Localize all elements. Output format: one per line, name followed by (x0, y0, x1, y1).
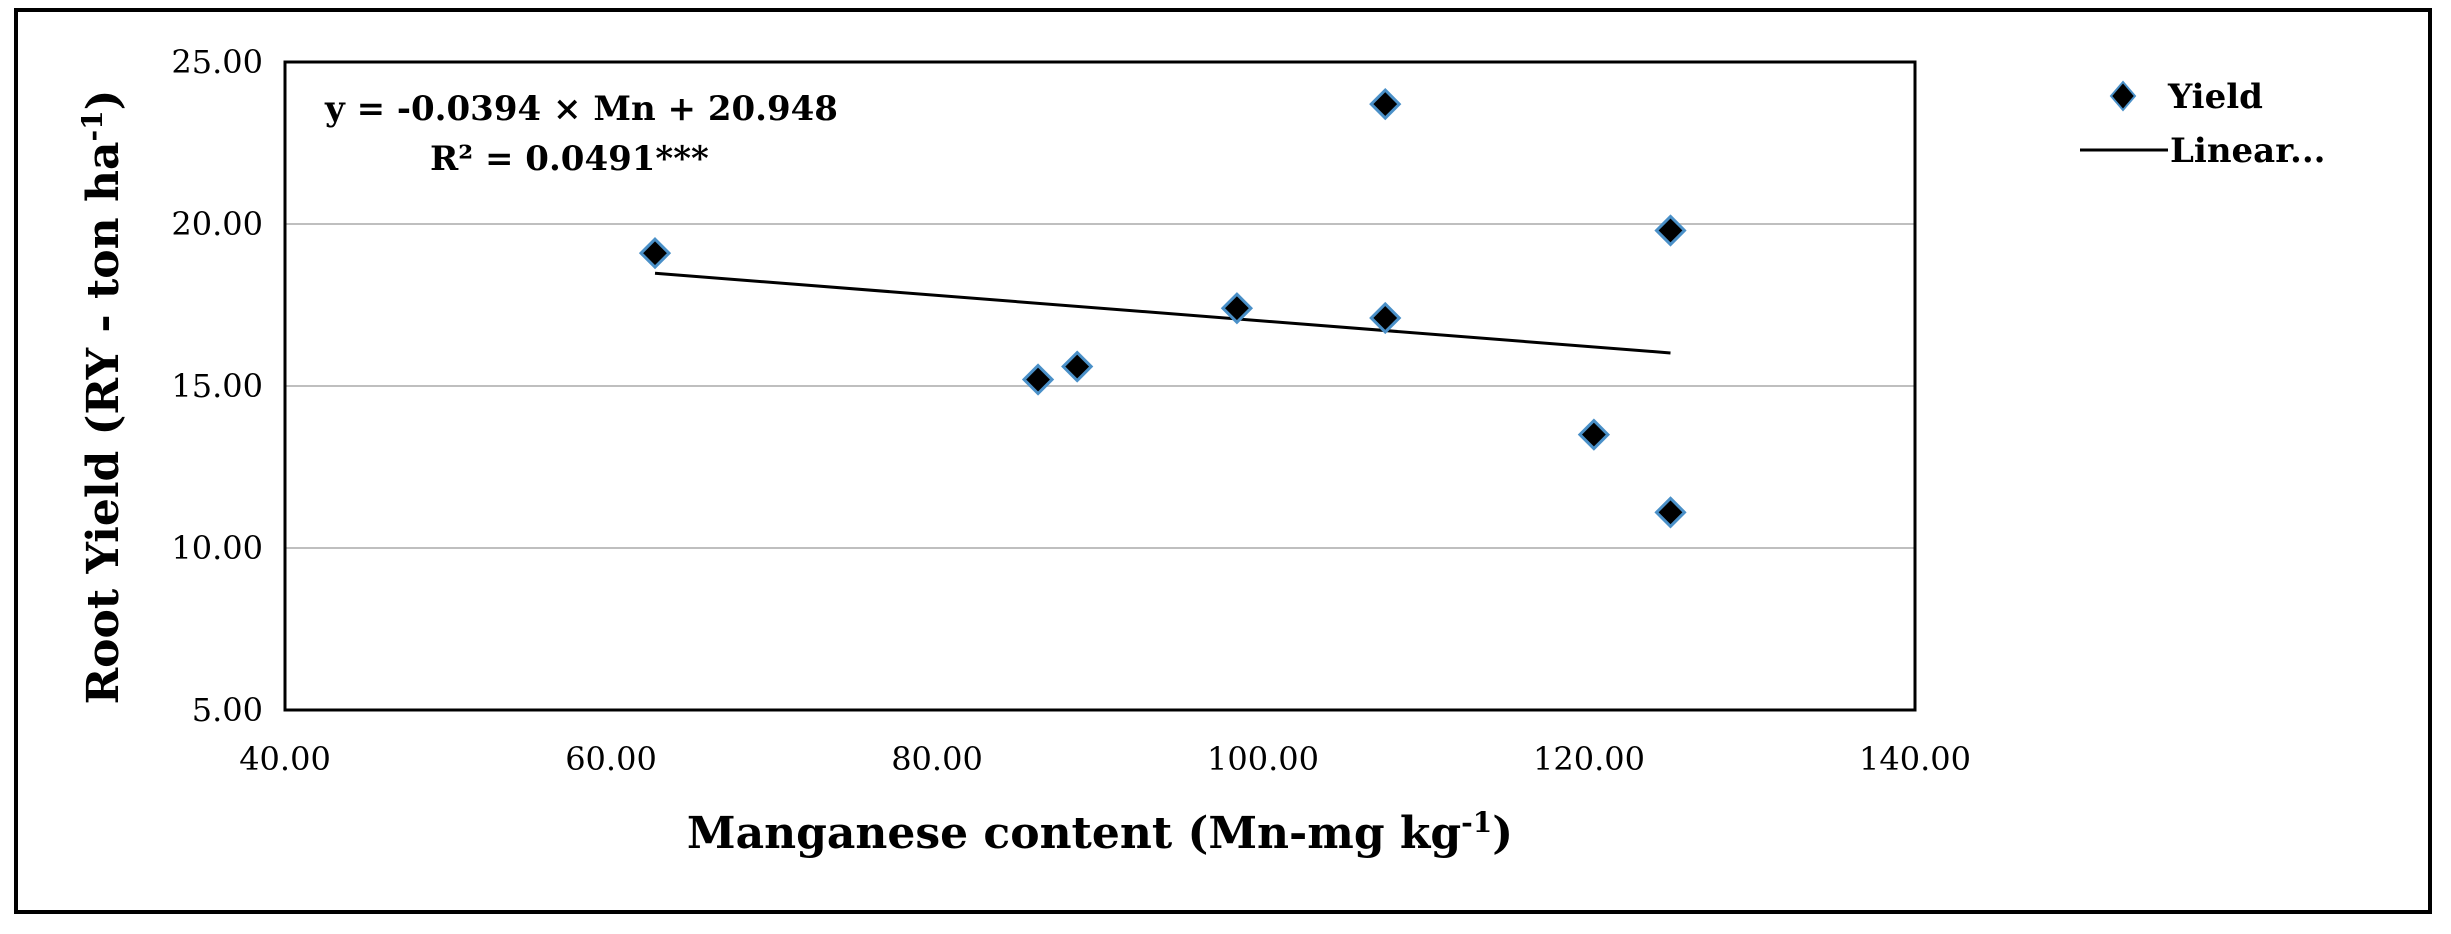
y-axis-title: Root Yield (RY - ton ha-1) (76, 90, 129, 705)
data-point (1654, 214, 1687, 247)
data-points (638, 87, 1687, 529)
data-point (1654, 496, 1687, 529)
data-point (1061, 350, 1094, 383)
x-tick-label: 120.00 (1533, 740, 1645, 778)
data-point (638, 237, 672, 270)
grid-lines (285, 223, 1915, 549)
x-tick-label: 100.00 (1207, 740, 1319, 778)
figure-frame (14, 8, 2432, 914)
y-tick-label: 10.00 (171, 529, 263, 567)
plot-area-border (283, 60, 1917, 712)
linear-trendline (654, 271, 1671, 355)
trendline-layer (654, 271, 1671, 355)
data-point (1021, 363, 1055, 396)
x-tick-label: 80.00 (891, 740, 983, 778)
y-tick-label: 25.00 (171, 43, 263, 81)
data-point (1369, 301, 1402, 335)
data-point (1369, 87, 1402, 121)
legend-yield-label: Yield (2167, 77, 2263, 117)
data-point (1220, 292, 1254, 325)
x-axis-title: Manganese content (Mn-mg kg-1) (687, 806, 1513, 859)
x-tick-label: 40.00 (239, 740, 331, 778)
r-squared-label: R² = 0.0491*** (430, 139, 709, 179)
x-tick-label: 140.00 (1859, 740, 1971, 778)
legend: Yield Linear... (2080, 77, 2326, 171)
y-tick-label: 20.00 (171, 205, 263, 243)
x-tick-labels: 40.00 60.00 80.00 100.00 120.00 140.00 (239, 740, 1971, 778)
data-point (1577, 418, 1611, 451)
y-tick-label: 5.00 (192, 691, 263, 729)
legend-linear-label: Linear... (2170, 131, 2326, 171)
y-tick-labels: 5.00 10.00 15.00 20.00 25.00 (171, 43, 263, 729)
y-tick-label: 15.00 (171, 367, 263, 405)
x-tick-label: 60.00 (565, 740, 657, 778)
legend-yield-marker (2109, 80, 2137, 112)
trendline-equation: y = -0.0394 × Mn + 20.948 (324, 89, 838, 129)
